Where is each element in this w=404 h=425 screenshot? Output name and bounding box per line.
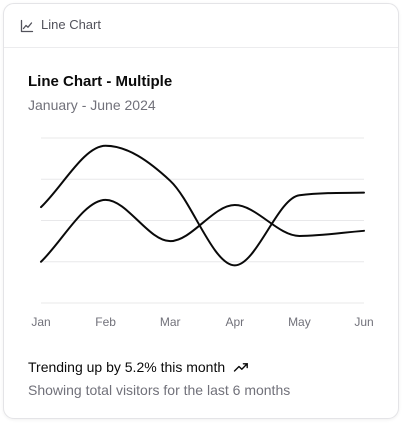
x-tick-label: Mar bbox=[160, 315, 181, 329]
card-subtitle: January - June 2024 bbox=[28, 97, 156, 113]
trending-up-icon bbox=[233, 363, 249, 372]
series-line-2 bbox=[40, 198, 365, 263]
footer-text: Showing total visitors for the last 6 mo… bbox=[28, 382, 291, 398]
card-header: Line Chart bbox=[4, 4, 398, 48]
line-chart: Jan Feb Mar Apr May Jun bbox=[31, 137, 374, 329]
line-chart-icon bbox=[20, 19, 34, 33]
x-tick-label: Jan bbox=[31, 315, 50, 329]
header-label: Line Chart bbox=[41, 17, 101, 32]
x-tick-label: Apr bbox=[225, 315, 244, 329]
x-tick-label: May bbox=[288, 315, 311, 329]
chart-card: Line Chart Line Chart - Multiple January… bbox=[3, 3, 399, 419]
series-line-1 bbox=[40, 144, 365, 267]
x-tick-label: Jun bbox=[354, 315, 373, 329]
trend-row: Trending up by 5.2% this month bbox=[28, 358, 249, 376]
x-tick-label: Feb bbox=[95, 315, 116, 329]
trend-text: Trending up by 5.2% this month bbox=[28, 359, 226, 375]
card-title: Line Chart - Multiple bbox=[28, 73, 173, 90]
